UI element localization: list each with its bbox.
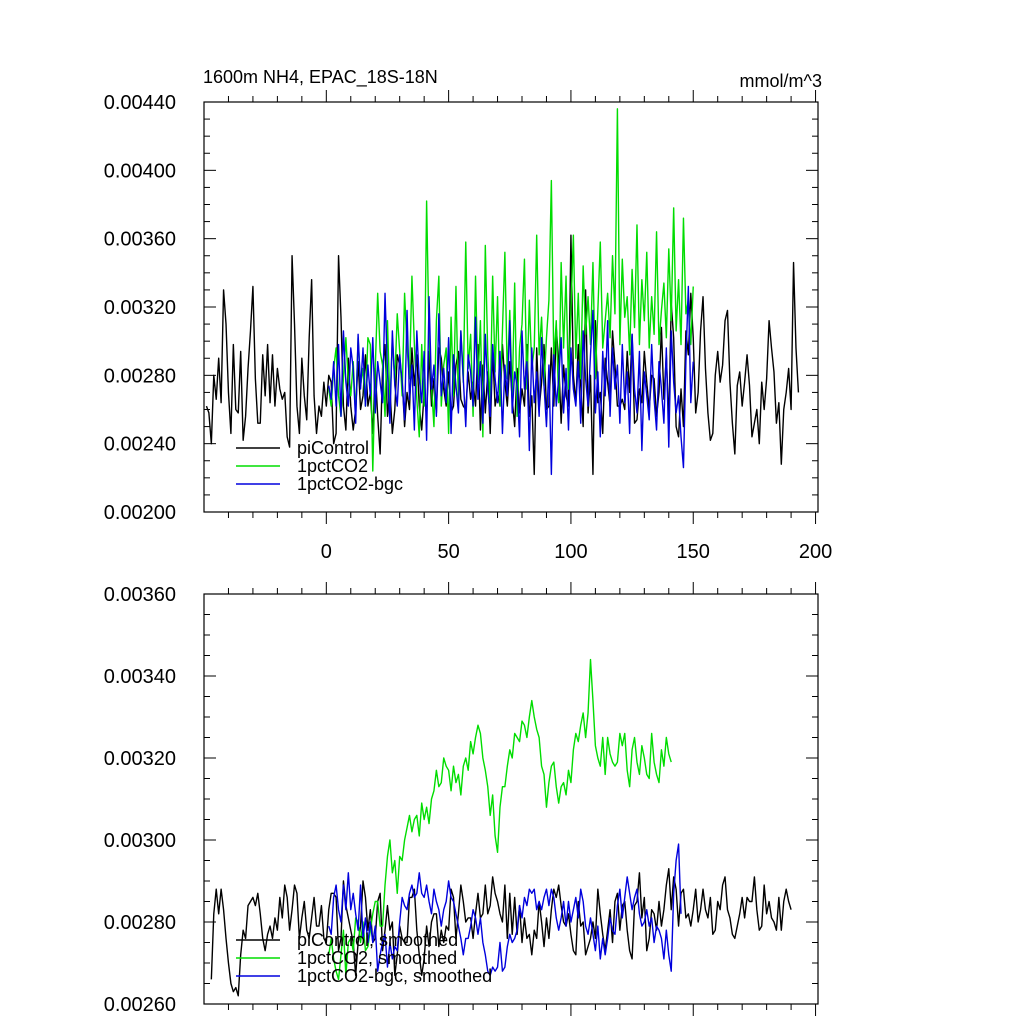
top-y-tick-label: 0.00240 bbox=[104, 434, 176, 456]
bottom-legend-label: 1pctCO2, smoothed bbox=[297, 948, 457, 968]
top-series-1-line bbox=[328, 108, 694, 472]
top-chart-x-tick-labels: 0 50 100 150 200 bbox=[321, 541, 832, 563]
top-x-tick-label: 100 bbox=[554, 541, 587, 563]
top-chart-title: 1600m NH4, EPAC_18S-18N bbox=[203, 67, 438, 88]
bottom-series-0-line bbox=[210, 868, 792, 997]
bottom-series-1-line bbox=[328, 658, 672, 981]
top-y-tick-label: 0.00280 bbox=[104, 365, 176, 387]
top-series-0-line bbox=[205, 234, 800, 476]
bottom-chart-panel: 0.00260 0.00280 0.00300 0.00320 0.00340 0.003… bbox=[104, 582, 819, 1016]
bottom-y-tick-label: 0.00320 bbox=[104, 748, 176, 770]
top-legend-label: 1pctCO2-bgc bbox=[297, 474, 403, 494]
top-x-tick-label: 200 bbox=[799, 541, 832, 563]
top-y-tick-label: 0.00440 bbox=[104, 92, 176, 114]
bottom-series-2-line bbox=[328, 843, 682, 976]
top-x-tick-label: 50 bbox=[437, 541, 459, 563]
bottom-legend-label: 1pctCO2-bgc, smoothed bbox=[297, 966, 492, 986]
top-y-tick-label: 0.00200 bbox=[104, 502, 176, 524]
top-x-tick-label: 150 bbox=[677, 541, 710, 563]
bottom-legend-label: piControl, smoothed bbox=[297, 930, 458, 950]
top-y-tick-label: 0.00360 bbox=[104, 229, 176, 251]
bottom-chart-series-group bbox=[210, 658, 792, 997]
top-x-tick-label: 0 bbox=[321, 541, 332, 563]
top-chart-y-tick-labels: 0.00200 0.00240 0.00280 0.00320 0.00360 0.004… bbox=[104, 92, 176, 524]
bottom-y-tick-label: 0.00300 bbox=[104, 830, 176, 852]
top-legend-label: 1pctCO2 bbox=[297, 456, 368, 476]
top-chart-panel: 1600m NH4, EPAC_18S-18N mmol/m^3 0.00200… bbox=[104, 67, 833, 563]
bottom-y-tick-label: 0.00260 bbox=[104, 994, 176, 1016]
top-chart-series-group bbox=[205, 108, 800, 476]
top-legend-label: piControl bbox=[297, 438, 369, 458]
top-y-tick-label: 0.00320 bbox=[104, 297, 176, 319]
top-series-2-line bbox=[328, 285, 694, 476]
bottom-chart-frame bbox=[203, 593, 819, 1005]
top-chart-frame bbox=[203, 101, 819, 513]
bottom-chart-y-tick-labels: 0.00260 0.00280 0.00300 0.00320 0.00340 0.003… bbox=[104, 584, 176, 1016]
bottom-chart-ticks bbox=[204, 582, 818, 1016]
bottom-y-tick-label: 0.00360 bbox=[104, 584, 176, 606]
bottom-y-tick-label: 0.00340 bbox=[104, 666, 176, 688]
top-y-tick-label: 0.00400 bbox=[104, 160, 176, 182]
bottom-y-tick-label: 0.00280 bbox=[104, 912, 176, 934]
top-chart-units: mmol/m^3 bbox=[740, 71, 822, 91]
top-chart-ticks bbox=[204, 90, 818, 524]
